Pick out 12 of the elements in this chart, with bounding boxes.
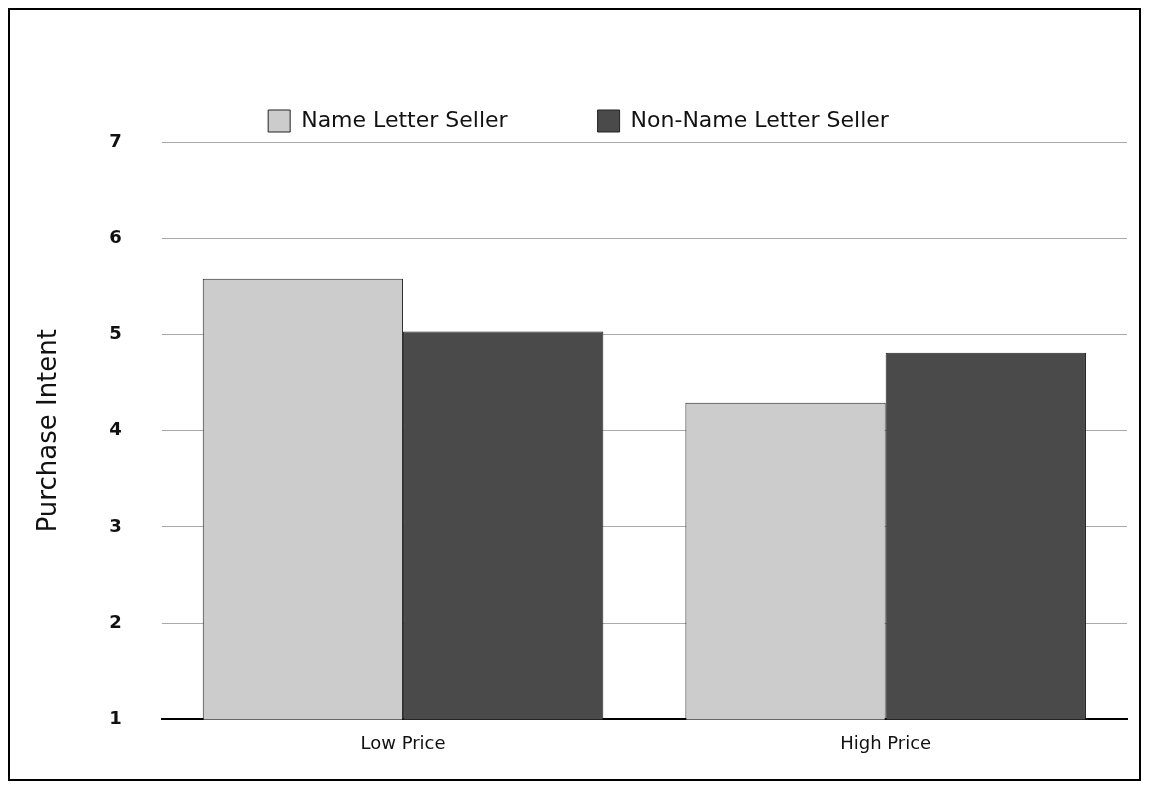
y-tick-label: 7 <box>109 129 122 151</box>
y-axis-title: Purchase Intent <box>32 329 63 533</box>
y-tick-label: 5 <box>109 322 122 344</box>
y-tick-label: 2 <box>109 610 122 632</box>
y-tick-label: 3 <box>109 514 122 536</box>
legend-label: Name Letter Seller <box>301 106 509 132</box>
x-tick-label: High Price <box>840 731 932 753</box>
x-tick-label: Low Price <box>360 731 446 753</box>
y-tick-label: 6 <box>109 225 122 247</box>
legend-label: Non-Name Letter Seller <box>630 106 890 132</box>
y-tick-label: 1 <box>109 707 122 729</box>
y-tick-label: 4 <box>109 418 122 440</box>
